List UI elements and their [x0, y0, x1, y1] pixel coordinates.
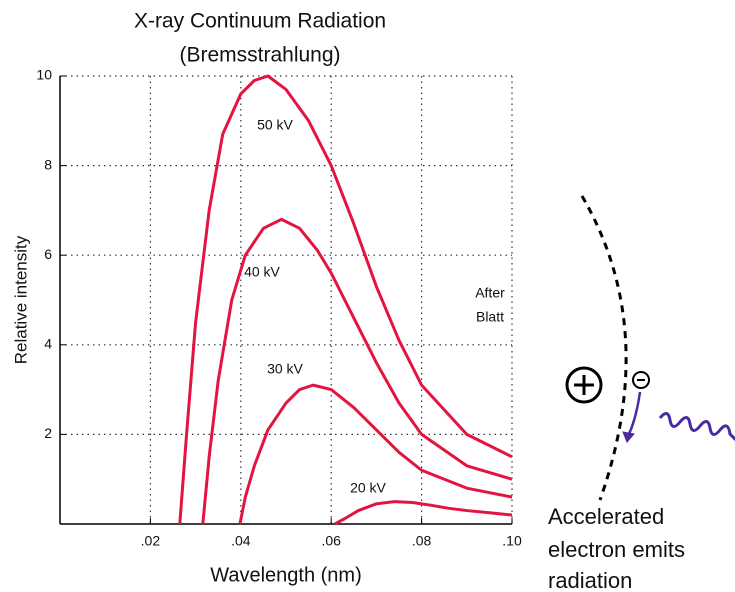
note: Blatt [476, 309, 504, 325]
chart-subtitle: (Bremsstrahlung) [179, 44, 340, 67]
y-tick-label: 8 [44, 156, 52, 172]
electron-path [580, 195, 628, 501]
note: After [475, 285, 505, 301]
series-label: 20 kV [350, 480, 386, 496]
y-tick-label: 2 [44, 425, 52, 441]
diagram [565, 195, 735, 501]
plus-sign [574, 375, 594, 395]
acceleration-arrow [626, 391, 642, 437]
x-tick-label: .04 [231, 533, 251, 549]
caption: radiation [548, 568, 632, 592]
photon-wave [658, 412, 735, 442]
series-line [334, 500, 513, 526]
series-line [238, 383, 513, 525]
y-tick-label: 10 [36, 67, 52, 83]
x-axis-label: Wavelength (nm) [210, 564, 362, 586]
caption: Accelerated [548, 504, 664, 529]
y-axis-label: Relative intensity [11, 235, 30, 364]
y-tick-label: 4 [44, 336, 52, 352]
y-tick-label: 6 [44, 246, 52, 262]
arrow-head [622, 431, 635, 443]
x-tick-label: .08 [412, 533, 432, 549]
x-tick-label: .06 [321, 533, 341, 549]
electron [632, 371, 650, 389]
chart-title: X-ray Continuum Radiation [134, 10, 386, 33]
series-label: 30 kV [267, 361, 303, 377]
series-label: 50 kV [257, 117, 293, 133]
x-tick-label: .10 [502, 533, 522, 549]
series-line [178, 74, 513, 525]
series-line [201, 217, 513, 525]
x-tick-label: .02 [141, 533, 161, 549]
caption: electron emits [548, 537, 685, 562]
series-label: 40 kV [244, 264, 280, 280]
nucleus [565, 366, 603, 404]
